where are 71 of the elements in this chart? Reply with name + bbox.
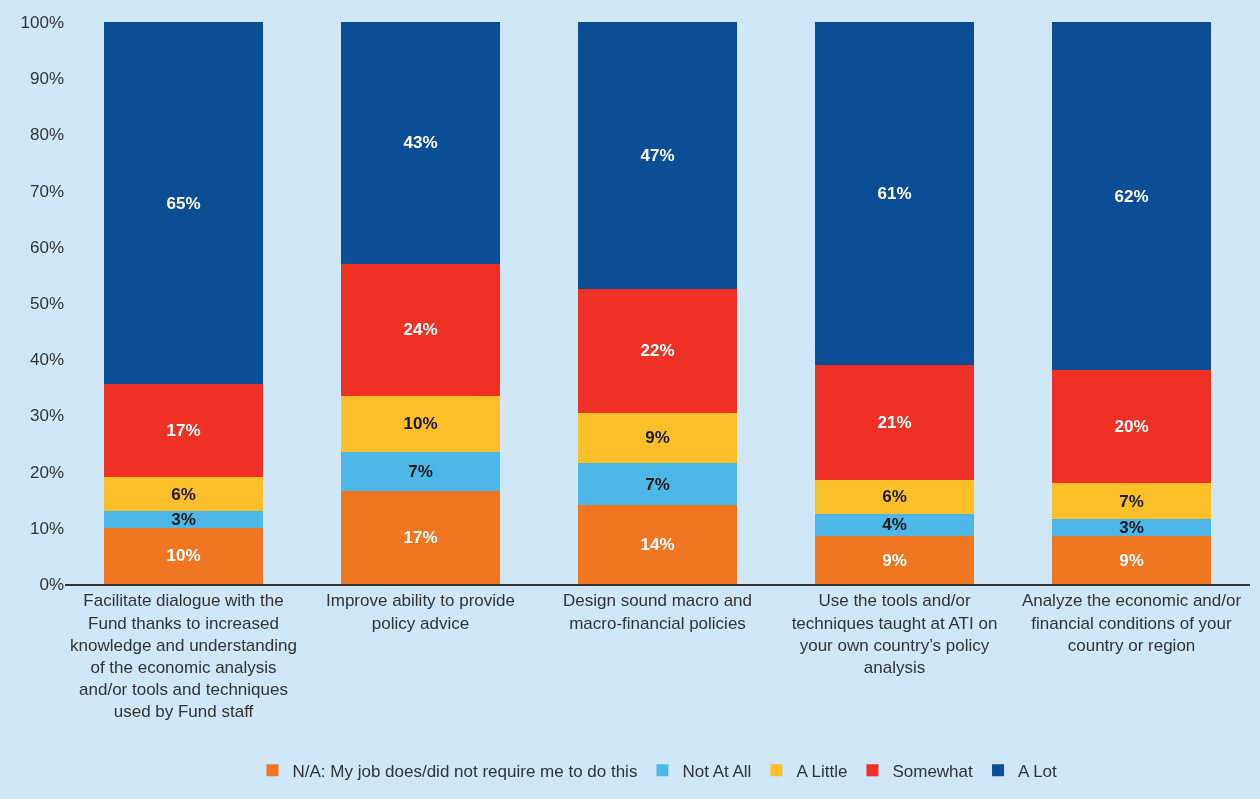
data-label: 10% bbox=[166, 546, 201, 566]
bar bbox=[815, 536, 974, 584]
x-tick-label: Improve ability to provide policy advice bbox=[326, 591, 515, 633]
data-label: 47% bbox=[640, 145, 675, 165]
bar bbox=[1052, 22, 1211, 371]
bar bbox=[104, 477, 263, 511]
bar bbox=[341, 22, 500, 264]
bar bbox=[815, 513, 974, 537]
bar bbox=[341, 451, 500, 492]
data-label: 14% bbox=[640, 535, 675, 555]
bar bbox=[104, 527, 263, 584]
data-label: 6% bbox=[882, 487, 907, 507]
bar bbox=[341, 395, 500, 452]
legend-label: A Little bbox=[796, 761, 848, 781]
x-tick-label: Design sound macro and macro-financial policies bbox=[562, 591, 753, 633]
bar bbox=[341, 263, 500, 396]
bar bbox=[1052, 482, 1211, 520]
data-label: 6% bbox=[171, 484, 196, 504]
bar bbox=[104, 510, 263, 528]
data-label: 17% bbox=[166, 421, 201, 441]
data-label: 61% bbox=[877, 183, 912, 203]
y-tick-label: 30% bbox=[29, 406, 64, 426]
data-label: 24% bbox=[403, 320, 438, 340]
legend-label: A Lot bbox=[1018, 761, 1058, 781]
y-tick-label: 50% bbox=[29, 293, 64, 313]
data-label: 22% bbox=[640, 341, 675, 361]
bar bbox=[578, 505, 737, 584]
y-tick-label: 40% bbox=[29, 350, 64, 370]
bar bbox=[104, 384, 263, 478]
y-tick-label: 80% bbox=[29, 125, 64, 145]
y-tick-label: 90% bbox=[29, 69, 64, 89]
x-tick-label: Analyze the economic and/or financial conditions of your country or region bbox=[1021, 591, 1242, 655]
legend-label: Somewhat bbox=[892, 761, 974, 781]
data-label: 9% bbox=[882, 550, 907, 570]
bar bbox=[815, 364, 974, 481]
data-label: 9% bbox=[1119, 550, 1144, 570]
data-label: 17% bbox=[403, 528, 438, 548]
data-label: 9% bbox=[645, 428, 670, 448]
y-tick-label: 0% bbox=[39, 574, 64, 594]
y-tick-label: 10% bbox=[29, 518, 64, 538]
data-label: 43% bbox=[403, 133, 438, 153]
data-label: 3% bbox=[1119, 518, 1144, 538]
y-tick-label: 70% bbox=[29, 181, 64, 201]
bar bbox=[1052, 370, 1211, 483]
bar bbox=[1052, 519, 1211, 537]
data-label: 20% bbox=[1114, 417, 1149, 437]
data-label: 3% bbox=[171, 509, 196, 529]
y-tick-label: 20% bbox=[29, 462, 64, 482]
legend-label: Not At All bbox=[682, 761, 752, 781]
bar bbox=[1052, 536, 1211, 584]
data-label: 10% bbox=[403, 414, 438, 434]
y-tick-label: 100% bbox=[20, 12, 64, 32]
data-label: 21% bbox=[877, 412, 912, 432]
x-tick-label: Use the tools and/or techniques taught at ATI on your own country’s policy analysis bbox=[791, 591, 998, 677]
bar bbox=[341, 491, 500, 584]
data-label: 7% bbox=[408, 462, 433, 482]
bar bbox=[578, 412, 737, 464]
bar bbox=[815, 22, 974, 365]
bar bbox=[104, 22, 263, 385]
data-label: 65% bbox=[166, 193, 201, 213]
bar bbox=[578, 22, 737, 289]
bar bbox=[578, 288, 737, 413]
bar bbox=[815, 480, 974, 514]
y-tick-label: 60% bbox=[29, 237, 64, 257]
data-label: 4% bbox=[882, 515, 907, 535]
x-tick-label: Facilitate dialogue with the Fund thanks to increased knowledge and understanding of the economic analysis and/or tools and techniques used by Fund staff bbox=[70, 591, 297, 721]
legend-label: N/A: My job does/did not require me to do this bbox=[292, 761, 638, 781]
bar bbox=[578, 463, 737, 506]
data-label: 7% bbox=[645, 474, 670, 494]
data-label: 7% bbox=[1119, 491, 1144, 511]
data-label: 62% bbox=[1114, 186, 1149, 206]
